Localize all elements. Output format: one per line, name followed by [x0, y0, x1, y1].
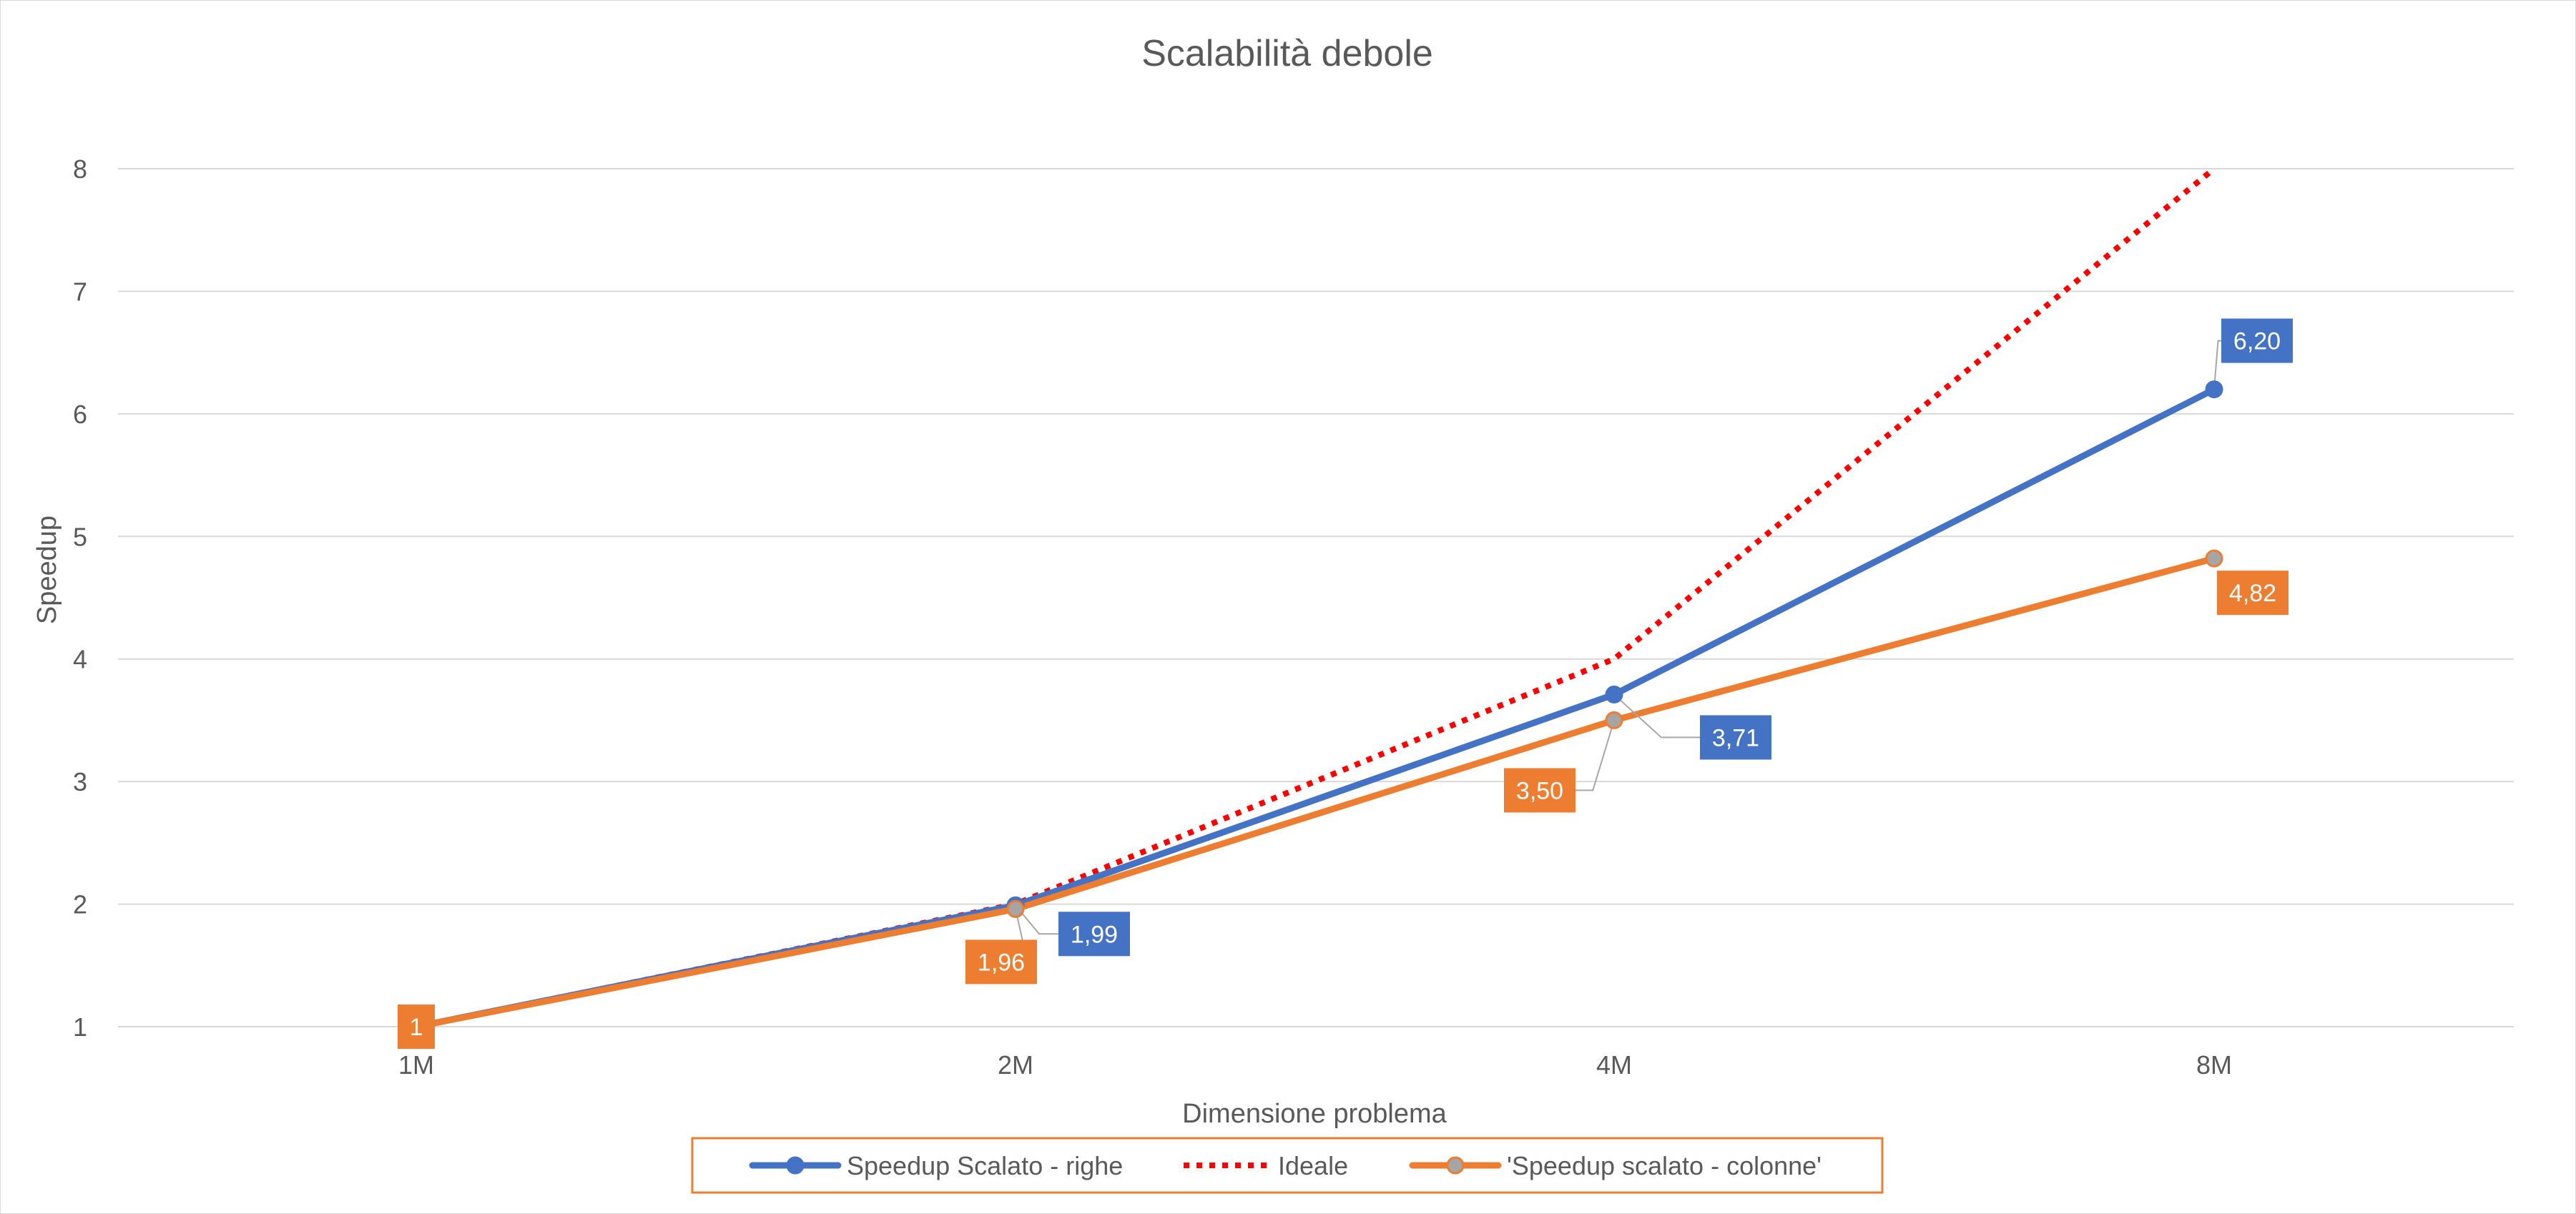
- data-label: 3,50: [1516, 777, 1563, 804]
- data-label-leader: [2213, 340, 2221, 390]
- chart-title: Scalabilità debole: [1141, 33, 1433, 74]
- y-tick-label: 3: [73, 767, 87, 796]
- series-line-2: [413, 555, 2218, 1030]
- y-tick-label: 1: [73, 1012, 87, 1042]
- data-label-box: [2221, 318, 2293, 363]
- data-label: 4,82: [2229, 580, 2276, 607]
- label-leader-lines: [1015, 340, 2221, 963]
- series-marker-2: [1605, 711, 1623, 729]
- legend-label: Speedup Scalato - righe: [847, 1151, 1123, 1180]
- series-marker-0: [2205, 380, 2223, 399]
- y-axis-label: Speedup: [32, 515, 62, 624]
- x-tick-label: 8M: [2196, 1050, 2232, 1080]
- x-tick-labels: 1M 2M 4M 8M: [398, 1050, 2232, 1080]
- data-label-leader: [1575, 720, 1615, 791]
- data-label-box: [1504, 768, 1575, 813]
- series-marker-2: [2205, 549, 2223, 568]
- legend: Speedup Scalato - righe Ideale 'Speedup sc…: [691, 1137, 1884, 1194]
- y-tick-label: 7: [73, 277, 87, 306]
- data-label-box: [1700, 715, 1771, 760]
- data-label-box: [1058, 912, 1130, 957]
- gridlines: [118, 168, 2514, 1027]
- data-label: 1: [410, 1014, 423, 1041]
- data-label-leader: [1613, 694, 1700, 739]
- data-label-leader: [1015, 904, 1058, 935]
- y-tick-label: 8: [73, 154, 87, 184]
- legend-marker-0: [786, 1156, 805, 1175]
- legend-label: Ideale: [1278, 1151, 1348, 1180]
- y-tick-label: 4: [73, 645, 87, 674]
- series-line-1: [416, 166, 2216, 1030]
- data-label: 3,71: [1712, 724, 1759, 751]
- data-label-box: [965, 939, 1037, 984]
- data-label-box: [398, 1005, 435, 1049]
- series-marker-2: [1006, 899, 1025, 918]
- x-axis-label: Dimensione problema: [1182, 1099, 1447, 1129]
- series-line-0: [413, 386, 2218, 1030]
- legend-label: 'Speedup scalato - colonne': [1507, 1151, 1822, 1180]
- y-tick-label: 2: [73, 890, 87, 919]
- legend-box: [691, 1137, 1884, 1194]
- data-label: 1,99: [1071, 921, 1118, 948]
- x-tick-label: 2M: [998, 1050, 1033, 1080]
- series-lines: [413, 166, 2218, 1030]
- y-tick-labels: 1 2 3 4 5 6 7 8: [73, 154, 87, 1042]
- series-markers: [1006, 380, 2223, 918]
- data-label: 1,96: [978, 949, 1025, 976]
- legend-marker-2: [1446, 1156, 1465, 1175]
- data-label-box: [2217, 571, 2289, 616]
- y-tick-label: 5: [73, 522, 87, 551]
- data-labels: 1,99 3,71 6,20 1 1,96 3,50 4,82: [398, 318, 2293, 1049]
- x-tick-label: 1M: [398, 1050, 434, 1080]
- x-tick-label: 4M: [1596, 1050, 1632, 1080]
- y-tick-label: 6: [73, 400, 87, 429]
- data-label: 6,20: [2233, 328, 2281, 355]
- series-marker-0: [1605, 685, 1623, 704]
